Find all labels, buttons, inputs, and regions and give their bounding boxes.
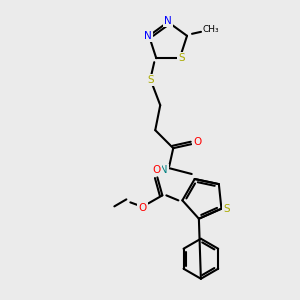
Text: N: N (144, 31, 152, 41)
Text: S: S (147, 75, 154, 85)
Text: O: O (138, 203, 146, 213)
Text: HN: HN (152, 165, 168, 175)
Text: O: O (152, 165, 160, 176)
Text: O: O (193, 137, 201, 147)
Text: N: N (164, 16, 172, 26)
Text: S: S (178, 53, 185, 63)
Text: CH₃: CH₃ (203, 25, 219, 34)
Text: S: S (223, 204, 230, 214)
